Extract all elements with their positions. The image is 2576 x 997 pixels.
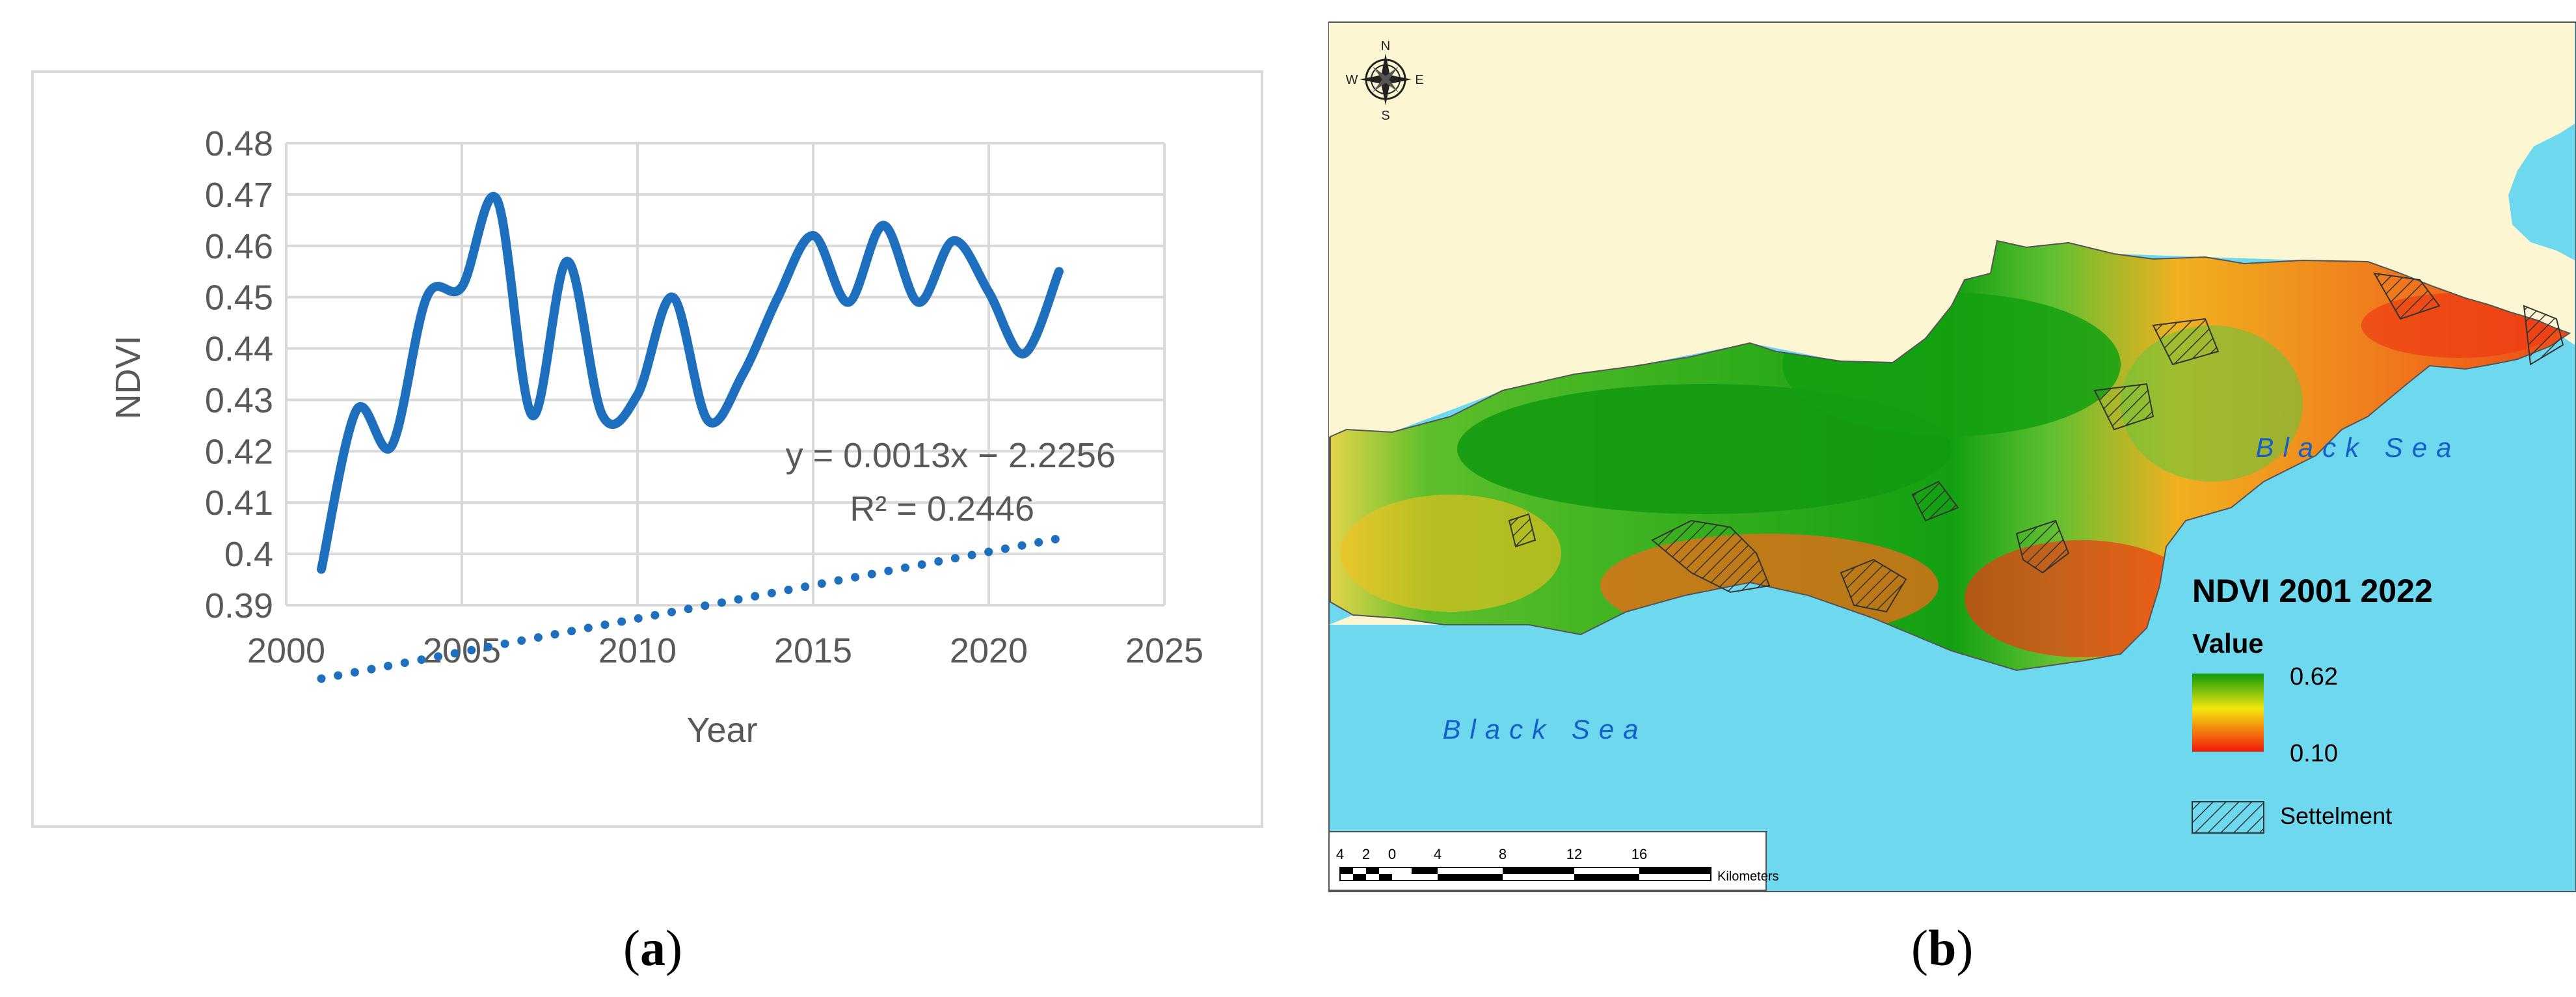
compass-west: W <box>1346 73 1358 87</box>
compass-rose-icon: N S E W <box>1346 39 1424 123</box>
scale-tick-label: 4 <box>1434 846 1442 862</box>
scale-tick-label: 4 <box>1336 846 1344 862</box>
y-tick-label: 0.48 <box>205 124 273 163</box>
ndvi-map: Black Sea Black Sea N S E W NDVI 2001 20… <box>1328 21 2576 892</box>
sea-label-south: Black Sea <box>1442 714 1647 744</box>
sea-label-east: Black Sea <box>2255 432 2460 463</box>
y-tick-label: 0.4 <box>224 535 273 574</box>
panel-label-b: (b) <box>1911 920 1974 976</box>
panel-label-a: (a) <box>623 920 682 976</box>
ndvi-series-line <box>317 192 1064 574</box>
scale-tick-label: 0 <box>1388 846 1396 862</box>
y-tick-label: 0.44 <box>205 330 273 369</box>
scale-unit: Kilometers <box>1717 869 1778 884</box>
y-tick-label: 0.45 <box>205 279 273 318</box>
trendline-r-squared: R² = 0.2446 <box>850 489 1034 528</box>
x-tick-label: 2010 <box>598 631 677 670</box>
legend-color-ramp <box>2192 674 2264 752</box>
y-tick-label: 0.46 <box>205 227 273 266</box>
legend-value-heading: Value <box>2192 628 2264 659</box>
chart-frame <box>31 70 1263 828</box>
legend-title: NDVI 2001 2022 <box>2192 573 2433 609</box>
legend-settlement-label: Settelment <box>2280 802 2392 829</box>
map-legend: NDVI 2001 2022 Value 0.62 0.10 Settelmen… <box>2192 573 2433 834</box>
compass-south: S <box>1381 109 1389 123</box>
study-area-outline <box>1330 239 2571 672</box>
trend-line <box>317 534 1064 683</box>
x-tick-label: 2015 <box>774 631 852 670</box>
trendline-equation: y = 0.0013x − 2.2256 <box>786 436 1116 475</box>
x-tick-label: 2025 <box>1125 631 1203 670</box>
legend-settlement-swatch <box>2192 801 2264 834</box>
x-tick-label: 2000 <box>247 631 325 670</box>
y-axis-label: NDVI <box>109 335 148 419</box>
mainland <box>1329 23 2575 625</box>
legend-high-value: 0.62 <box>2290 663 2338 690</box>
y-tick-label: 0.47 <box>205 176 273 215</box>
y-tick-label: 0.42 <box>205 432 273 471</box>
compass-east: E <box>1415 73 1423 87</box>
x-axis-label: Year <box>686 711 757 750</box>
y-tick-label: 0.41 <box>205 484 273 523</box>
scale-tick-label: 16 <box>1631 846 1647 862</box>
scale-bar: 4 2 0 4 8 12 16 Kilometers <box>1328 831 1778 891</box>
scale-tick-label: 8 <box>1499 846 1507 862</box>
y-tick-label: 0.43 <box>205 381 273 420</box>
legend-low-value: 0.10 <box>2290 740 2338 767</box>
y-tick-label: 0.39 <box>205 586 273 625</box>
compass-north: N <box>1381 39 1390 53</box>
scale-tick-label: 12 <box>1566 846 1582 862</box>
ndvi-line-chart: 0.480.470.460.450.440.430.420.410.40.39 … <box>31 70 1263 828</box>
x-tick-label: 2020 <box>950 631 1028 670</box>
settlement-areas <box>1508 272 2564 613</box>
scale-tick-label: 2 <box>1362 846 1370 862</box>
